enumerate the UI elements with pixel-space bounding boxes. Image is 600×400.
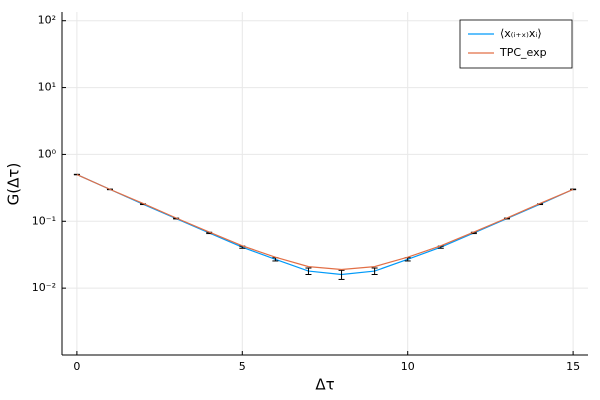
legend-label: ⟨x₍ᵢ₊ₓ₎xᵢ⟩ xyxy=(500,27,542,40)
error-bar xyxy=(371,267,378,275)
legend-box xyxy=(459,19,573,69)
x-tick-label: 10 xyxy=(401,360,415,373)
series-line xyxy=(76,174,574,276)
y-tick-label: 10¹ xyxy=(38,81,56,94)
error-bar xyxy=(338,269,345,280)
y-tick-label: 10⁰ xyxy=(38,147,57,160)
y-tick-label: 10⁻² xyxy=(32,281,56,294)
series-line xyxy=(76,174,574,271)
y-axis-label: G(Δτ) xyxy=(5,163,23,206)
x-axis-label: Δτ xyxy=(315,376,334,394)
x-tick-label: 0 xyxy=(73,360,80,373)
y-tick-label: 10² xyxy=(38,14,56,27)
x-tick-label: 5 xyxy=(239,360,246,373)
y-tick-label: 10⁻¹ xyxy=(32,214,56,227)
legend-label: TPC_exp xyxy=(499,46,547,59)
error-bar xyxy=(305,267,312,275)
x-tick-label: 15 xyxy=(566,360,580,373)
